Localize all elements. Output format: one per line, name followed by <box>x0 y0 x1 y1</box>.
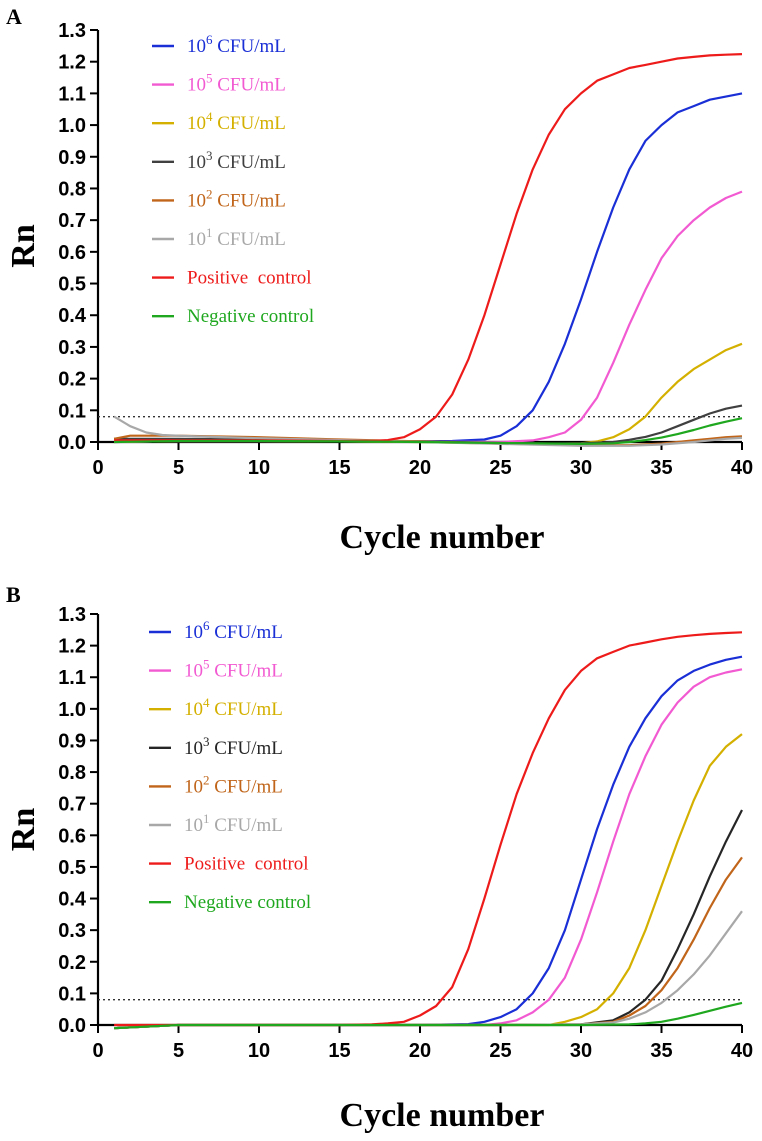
x-axis-title: Cycle number <box>340 1097 545 1134</box>
legend-label: 102 CFU/mL <box>187 186 286 211</box>
y-tick-label: 0.1 <box>58 400 86 422</box>
x-tick-label: 0 <box>92 457 103 479</box>
y-tick-label: 0.4 <box>58 305 87 327</box>
y-tick-label: 0.3 <box>58 920 86 942</box>
y-tick-label: 0.8 <box>58 178 86 200</box>
y-tick-label: 0.4 <box>58 889 87 911</box>
x-tick-label: 5 <box>173 1040 184 1062</box>
x-tick-label: 25 <box>489 1040 511 1062</box>
x-tick-label: 40 <box>731 1040 753 1062</box>
series-line-4 <box>114 809 743 1030</box>
series-line-7 <box>114 631 743 1027</box>
y-tick-label: 0.7 <box>58 794 86 816</box>
legend-label: 103 CFU/mL <box>187 148 286 173</box>
y-tick-label: 1.1 <box>58 83 86 105</box>
legend-label: 101 CFU/mL <box>184 811 283 836</box>
x-tick-label: 40 <box>731 457 753 479</box>
x-tick-label: 35 <box>650 457 672 479</box>
legend-label: Negative control <box>187 306 314 327</box>
y-axis-title: Rn <box>5 808 42 852</box>
legend-label: 102 CFU/mL <box>184 772 283 797</box>
x-tick-label: 15 <box>328 457 350 479</box>
y-tick-label: 0.2 <box>58 952 86 974</box>
y-axis-title: Rn <box>5 224 42 268</box>
x-tick-label: 30 <box>570 457 592 479</box>
y-tick-label: 1.1 <box>58 667 86 689</box>
legend-label: Positive control <box>184 854 309 875</box>
y-tick-label: 0.0 <box>58 432 86 454</box>
x-axis-title: Cycle number <box>340 519 545 556</box>
legend-label: 106 CFU/mL <box>184 618 283 643</box>
y-tick-label: 1.0 <box>58 115 86 137</box>
x-tick-label: 10 <box>248 1040 270 1062</box>
y-tick-label: 0.6 <box>58 242 86 264</box>
legend-label: 105 CFU/mL <box>184 657 283 682</box>
legend-label: 106 CFU/mL <box>187 32 286 57</box>
panel-label: B <box>6 582 21 607</box>
legend-label: 101 CFU/mL <box>187 225 286 250</box>
x-tick-label: 20 <box>409 1040 431 1062</box>
y-tick-label: 0.9 <box>58 730 86 752</box>
x-tick-label: 0 <box>92 1040 103 1062</box>
chart-panel-a: A 0.0 0.1 0.2 0.3 0.4 0.5 0.6 0.7 0.8 0.9 1.0 1.1 1.2… <box>5 4 753 556</box>
legend-label: 104 CFU/mL <box>187 109 286 134</box>
legend: 106 CFU/mL 105 CFU/mL 104 CFU/mL 103 CFU/mL… <box>152 32 314 327</box>
series-line-7 <box>114 53 743 443</box>
series-line-2 <box>114 668 743 1030</box>
y-tick-label: 0.0 <box>58 1015 86 1037</box>
y-tick-label: 0.3 <box>58 337 86 359</box>
series-line-8 <box>114 417 743 445</box>
legend-label: 103 CFU/mL <box>184 734 283 759</box>
x-tick-label: 35 <box>650 1040 672 1062</box>
x-tick-label: 5 <box>173 457 184 479</box>
legend-label: 105 CFU/mL <box>187 71 286 96</box>
y-tick-label: 1.0 <box>58 699 86 721</box>
legend-label: Positive control <box>187 268 312 289</box>
series-line-8 <box>114 1001 743 1030</box>
y-tick-label: 0.5 <box>58 274 86 296</box>
series-line-5 <box>114 856 743 1030</box>
x-tick-label: 10 <box>248 457 270 479</box>
panel-label: A <box>6 4 22 29</box>
legend: 106 CFU/mL 105 CFU/mL 104 CFU/mL 103 CFU/mL… <box>149 618 311 913</box>
series-line-1 <box>114 655 743 1030</box>
y-tick-label: 1.2 <box>58 52 86 74</box>
y-tick-label: 0.5 <box>58 857 86 879</box>
x-tick-label: 20 <box>409 457 431 479</box>
x-tick-label: 15 <box>328 1040 350 1062</box>
x-tick-label: 25 <box>489 457 511 479</box>
y-tick-label: 0.9 <box>58 147 86 169</box>
x-tick-label: 30 <box>570 1040 592 1062</box>
series-line-3 <box>114 342 743 445</box>
y-tick-label: 1.2 <box>58 636 86 658</box>
legend-label: 104 CFU/mL <box>184 695 283 720</box>
y-tick-label: 1.3 <box>58 20 86 42</box>
y-tick-label: 0.2 <box>58 369 86 391</box>
y-tick-label: 0.8 <box>58 762 86 784</box>
chart-panel-b: B 0.0 0.1 0.2 0.3 0.4 0.5 0.6 0.7 0.8 0.9 1.0 1.1 1.2… <box>5 582 753 1134</box>
legend-label: Negative control <box>184 892 311 913</box>
y-tick-label: 0.6 <box>58 825 86 847</box>
y-tick-label: 1.3 <box>58 604 86 626</box>
y-tick-label: 0.7 <box>58 210 86 232</box>
y-tick-label: 0.1 <box>58 983 86 1005</box>
